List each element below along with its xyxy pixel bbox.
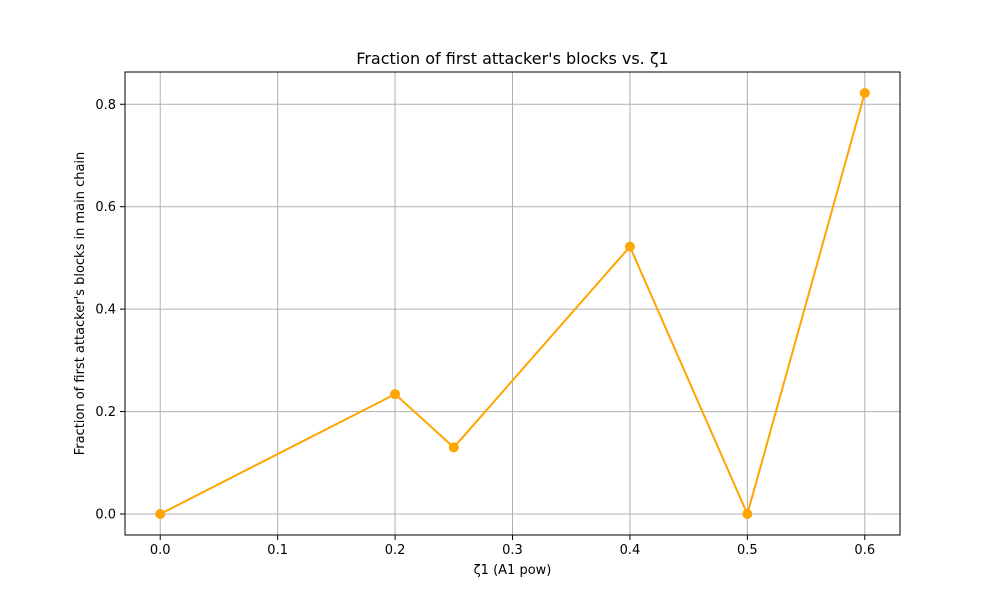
y-tick-label: 0.2 xyxy=(95,405,116,420)
chart-title: Fraction of first attacker's blocks vs. … xyxy=(356,49,668,68)
x-tick-label: 0.2 xyxy=(385,543,406,558)
series xyxy=(155,87,870,520)
ticks: 0.0 0.1 0.2 0.3 0.4 0.5 0.6 0.0 0.2 0.4 0.6 0.8 xyxy=(95,98,875,558)
x-tick-label: 0.6 xyxy=(854,543,875,558)
x-tick-label: 0.5 xyxy=(737,543,758,558)
x-axis-label: ζ1 (A1 pow) xyxy=(474,563,552,578)
grid xyxy=(125,72,900,535)
data-point xyxy=(624,241,635,252)
data-point xyxy=(390,389,401,400)
plot-frame xyxy=(124,71,901,536)
x-tick-label: 0.4 xyxy=(620,543,641,558)
data-point xyxy=(448,442,459,453)
data-point xyxy=(742,509,753,520)
y-tick-label: 0.8 xyxy=(95,98,116,113)
x-tick-label: 0.1 xyxy=(267,543,288,558)
x-tick-label: 0.0 xyxy=(150,543,171,558)
series-line xyxy=(159,92,866,517)
data-point xyxy=(859,87,870,98)
x-tick-label: 0.3 xyxy=(502,543,523,558)
data-point xyxy=(155,509,166,520)
y-tick-label: 0.0 xyxy=(95,508,116,523)
y-tick-label: 0.6 xyxy=(95,200,116,215)
y-axis-label: Fraction of first attacker's blocks in m… xyxy=(73,152,88,456)
y-tick-label: 0.4 xyxy=(95,303,116,318)
